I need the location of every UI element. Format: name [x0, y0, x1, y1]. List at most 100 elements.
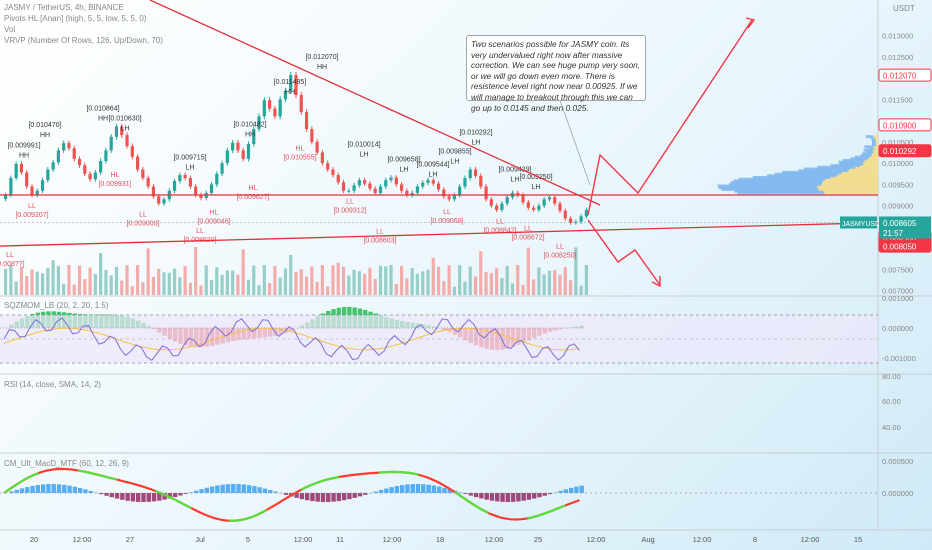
indicator-legend-vrvp[interactable]: VRVP (Number Of Rows, 126, Up/Down, 70)	[4, 36, 163, 45]
volume-bar	[157, 269, 160, 295]
volume-bar	[453, 287, 456, 295]
time-tick: 12:00	[693, 535, 712, 544]
candle	[389, 178, 392, 181]
candle	[527, 202, 530, 208]
volume-bar	[585, 265, 588, 295]
macd-bar	[125, 493, 129, 501]
volume-bar	[569, 280, 572, 295]
volume-bar	[543, 274, 546, 295]
volume-bar	[411, 268, 414, 295]
volume-bar	[400, 266, 403, 295]
macd-bar	[331, 493, 335, 502]
volume-bar	[474, 276, 477, 295]
volume-bar	[147, 248, 150, 295]
time-tick: 15	[854, 535, 862, 544]
candle	[521, 195, 524, 202]
pivot-label: [0.009250]	[519, 174, 552, 181]
volume-bar	[41, 273, 44, 295]
time-tick: 5	[246, 535, 250, 544]
pivot-label: [0.009429]	[498, 166, 531, 173]
macd-bar	[469, 493, 473, 496]
volume-bar	[479, 251, 482, 295]
indicator-legend-pivots[interactable]: Pivots HL [Anan] (high, 5, 5, low, 5, 5,…	[4, 14, 146, 23]
candle	[220, 163, 223, 174]
macd-bar	[305, 493, 309, 500]
volume-bar	[110, 275, 113, 295]
volume-bar	[184, 266, 187, 295]
time-tick: 27	[126, 535, 134, 544]
volume-profile-bar	[873, 135, 878, 138]
macd-bar	[521, 493, 525, 501]
candle	[347, 191, 350, 192]
candle	[279, 99, 282, 116]
candle	[310, 129, 313, 142]
macd-bar	[236, 484, 240, 493]
volume-bar	[516, 265, 519, 295]
macd-bar	[405, 484, 409, 493]
macd-legend[interactable]: CM_Ult_MacD_MTF (60, 12, 26, 9)	[4, 459, 129, 468]
candle	[273, 109, 276, 117]
volume-bar	[247, 280, 250, 295]
macd-bar	[147, 493, 151, 502]
candle	[337, 175, 340, 182]
pivot-tag: LH	[121, 125, 130, 132]
volume-bar	[263, 265, 266, 295]
candle	[99, 161, 102, 172]
macd-bar	[495, 493, 499, 501]
time-tick: 18	[436, 535, 444, 544]
volume-bar	[310, 266, 313, 295]
volume-bar	[194, 247, 197, 295]
volume-profile	[718, 135, 878, 194]
candle	[537, 206, 540, 210]
candle	[57, 150, 60, 162]
volume-bar	[358, 271, 361, 295]
macd-bar	[321, 493, 325, 502]
candle	[532, 208, 535, 210]
volume-bar	[231, 271, 234, 295]
pivot-label: [0.009312]	[333, 207, 366, 214]
macd-bar	[57, 484, 61, 493]
macd-bar	[110, 493, 114, 497]
indicator-legend-vol[interactable]: Vol	[4, 25, 15, 34]
pivot-tag: HH	[19, 153, 29, 160]
candle	[162, 199, 165, 203]
pivot-label: [0.010630]	[108, 115, 141, 122]
symbol-title[interactable]: JASMY / TetherUS, 4h, BINANCE	[4, 3, 124, 12]
sqzmom-legend[interactable]: SQZMOM_LB (20, 2, 20, 1.5)	[4, 301, 108, 310]
price-tick: 0.009500	[882, 180, 913, 189]
macd-bar	[537, 493, 541, 497]
time-tick: 12:00	[485, 535, 504, 544]
macd-bar	[574, 487, 578, 493]
rsi-tick: 40.00	[882, 423, 901, 432]
volume-bar	[506, 266, 509, 295]
volume-bar	[9, 265, 12, 295]
candle	[506, 197, 509, 203]
macd-bar	[527, 493, 531, 500]
volume-bars	[4, 247, 588, 295]
macd-bar	[178, 493, 182, 496]
candle	[500, 204, 503, 210]
candle	[136, 157, 139, 170]
volume-bar	[88, 268, 91, 295]
candle	[426, 180, 429, 183]
volume-bar	[379, 266, 382, 295]
macd-bar	[131, 493, 135, 501]
analysis-note[interactable]: Two scenarios possible for JASMY coin. I…	[466, 35, 646, 101]
candle	[553, 197, 556, 203]
candle	[110, 137, 113, 151]
macd-bar	[384, 488, 388, 493]
volume-bar	[205, 265, 208, 295]
macd-bar	[199, 489, 203, 493]
candle	[210, 184, 213, 193]
volume-bar	[469, 267, 472, 295]
rsi-legend[interactable]: RSI (14, close, SMA, 14, 2)	[4, 380, 101, 389]
macd-bar	[337, 493, 341, 501]
candle	[247, 144, 250, 159]
pivot-tag: HH	[98, 115, 108, 122]
candle	[479, 176, 482, 187]
candle	[9, 178, 12, 195]
volume-bar	[527, 248, 530, 295]
volume-bar	[273, 266, 276, 295]
macd-bar	[263, 489, 267, 493]
candle	[189, 178, 192, 187]
